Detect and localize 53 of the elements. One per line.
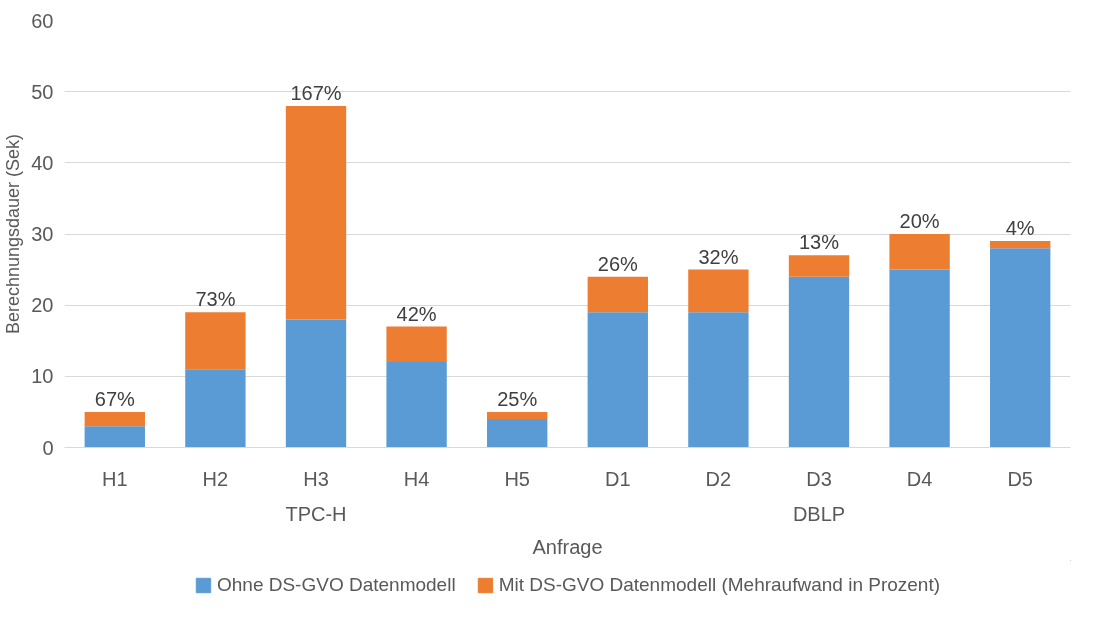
x-tick-label: D4	[906, 467, 933, 490]
y-tick-label: 40	[31, 151, 54, 174]
x-tick-label: H4	[403, 467, 430, 490]
bar	[788, 255, 850, 277]
annotation: 32%	[698, 245, 739, 268]
x-axis-title: Anfrage	[532, 535, 603, 558]
annotation: 42%	[396, 302, 437, 325]
bar	[990, 248, 1051, 448]
bar	[990, 241, 1051, 249]
annotation: 4%	[1005, 217, 1035, 240]
annotation: 67%	[94, 387, 136, 410]
y-tick-label: 10	[31, 365, 54, 388]
bar	[889, 269, 950, 448]
bar	[587, 276, 648, 313]
bar	[688, 312, 749, 448]
annotation: 26%	[597, 252, 639, 275]
x-tick-label: D1	[605, 467, 631, 490]
y-tick-label: 20	[31, 294, 54, 317]
bar	[587, 312, 648, 448]
bar	[788, 276, 850, 448]
legend-label: Ohne DS-GVO Datenmodell	[216, 574, 456, 596]
bar	[487, 411, 548, 420]
y-tick-label: 50	[31, 80, 54, 103]
x-tick-label: D2	[705, 467, 732, 490]
text: DBLP	[792, 502, 846, 525]
bar	[889, 234, 950, 270]
legend-label: Mit DS-GVO Datenmodell (Mehraufwand in Prozent)	[498, 574, 941, 596]
annotation: 73%	[195, 288, 236, 311]
bar	[386, 326, 447, 363]
bar	[487, 419, 548, 448]
x-tick-label: H2	[202, 467, 229, 490]
x-tick-label: H3	[303, 467, 329, 490]
bar	[285, 105, 347, 320]
bar	[185, 369, 246, 448]
bar	[185, 312, 246, 370]
annotation: 25%	[497, 387, 538, 410]
bar	[386, 362, 447, 448]
annotation: 20%	[899, 210, 940, 232]
y-axis-title: Berechnungsdauer (Sek)	[3, 133, 24, 335]
y-tick-label: 30	[31, 223, 54, 245]
annotation: 167%	[290, 81, 342, 104]
text: TPC-H	[285, 502, 347, 525]
bar	[84, 411, 145, 427]
annotation: 13%	[798, 231, 840, 254]
y-tick-label: 60	[31, 9, 54, 32]
bar	[688, 269, 749, 313]
bar	[285, 319, 347, 448]
bar	[84, 426, 145, 448]
x-tick-label: H1	[102, 467, 128, 490]
x-tick-label: D3	[806, 467, 832, 490]
x-tick-label: D5	[1007, 467, 1033, 490]
x-tick-label: H5	[504, 467, 530, 490]
y-tick-label: 0	[42, 436, 54, 459]
